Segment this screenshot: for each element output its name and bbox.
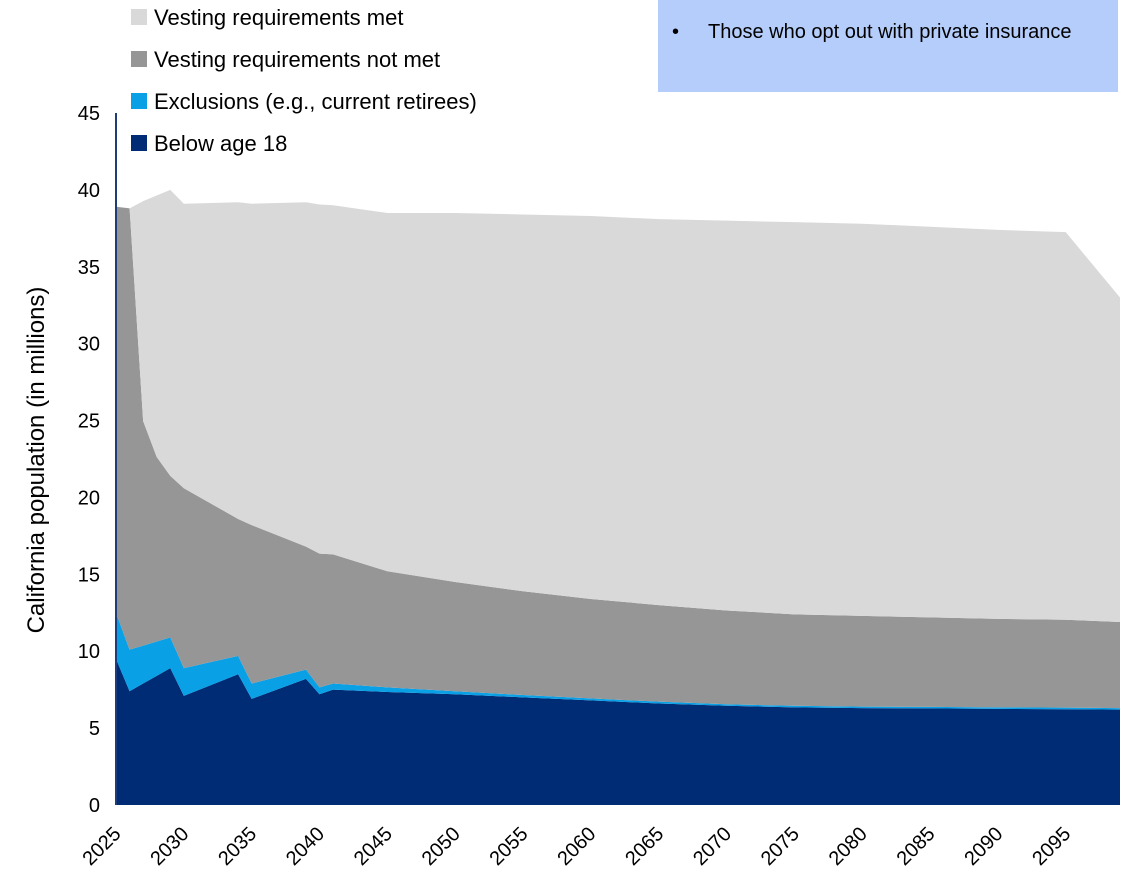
y-tick-label: 15 (78, 564, 100, 586)
y-tick-label: 5 (89, 718, 100, 740)
legend-item: Vesting requirements not met (131, 47, 440, 72)
y-tick-label: 30 (78, 334, 100, 356)
x-tick-label: 2075 (757, 823, 804, 870)
y-tick-label: 0 (89, 795, 100, 817)
x-tick-label: 2095 (1028, 823, 1075, 870)
y-tick-label: 35 (78, 257, 100, 279)
note-text: Those who opt out with private insurance (708, 21, 1072, 43)
x-tick-label: 2040 (282, 823, 329, 870)
y-tick-label: 10 (78, 641, 100, 663)
bullet-icon: • (672, 21, 680, 43)
note-box: • Those who opt out with private insuran… (658, 0, 1118, 92)
y-axis-title: California population (in millions) (23, 287, 50, 634)
x-tick-label: 2035 (214, 823, 261, 870)
legend-item: Below age 18 (131, 131, 287, 156)
y-tick-label: 40 (78, 180, 100, 202)
legend-label: Vesting requirements not met (154, 47, 440, 72)
x-tick-label: 2085 (893, 823, 940, 870)
note-list-item: • Those who opt out with private insuran… (672, 18, 1102, 46)
y-tick-label: 45 (78, 103, 100, 125)
y-tick-label: 25 (78, 411, 100, 433)
area-series-vesting-requirements-not-met (116, 206, 1120, 709)
x-tick-label: 2030 (146, 823, 193, 870)
legend-label: Below age 18 (154, 131, 287, 156)
legend-swatch (131, 135, 147, 151)
legend-label: Vesting requirements met (154, 5, 403, 30)
area-series-below-age-18 (116, 658, 1120, 805)
legend-swatch (131, 93, 147, 109)
legend-item: Exclusions (e.g., current retirees) (131, 89, 477, 114)
x-tick-labels: 2025 2030 2035 2040 2045 2050 2055 2060 2065 2070… (79, 823, 1076, 870)
x-tick-label: 2090 (960, 823, 1007, 870)
legend: Vesting requirements met Vesting requirem… (131, 5, 477, 156)
x-tick-label: 2050 (418, 823, 465, 870)
y-tick-labels: 0 5 10 15 20 25 30 35 40 45 (78, 103, 100, 817)
x-tick-label: 2080 (825, 823, 872, 870)
legend-swatch (131, 51, 147, 67)
x-tick-label: 2055 (486, 823, 533, 870)
x-tick-label: 2045 (350, 823, 397, 870)
legend-label: Exclusions (e.g., current retirees) (154, 89, 477, 114)
x-tick-label: 2060 (553, 823, 600, 870)
legend-swatch (131, 9, 147, 25)
y-tick-label: 20 (78, 487, 100, 509)
areas-layer (116, 189, 1120, 805)
legend-item: Vesting requirements met (131, 5, 403, 30)
x-tick-label: 2065 (621, 823, 668, 870)
area-series-vesting-requirements-met (116, 189, 1120, 622)
x-tick-label: 2025 (79, 823, 126, 870)
x-tick-label: 2070 (689, 823, 736, 870)
